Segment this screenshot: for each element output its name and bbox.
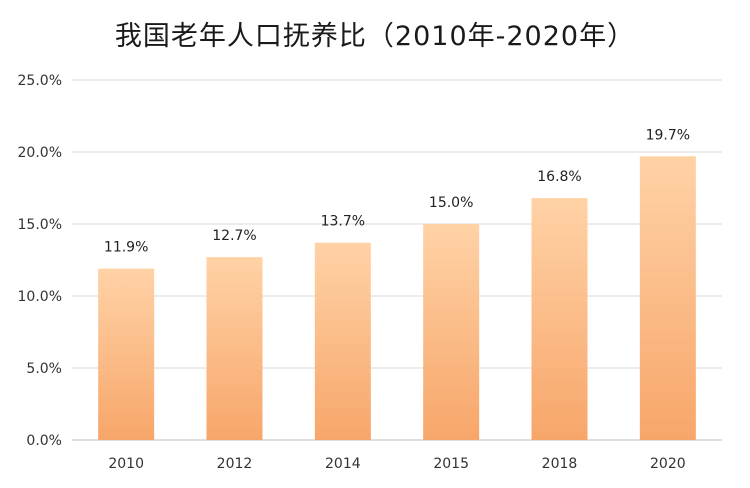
x-tick-label: 2014	[325, 456, 361, 472]
x-tick-label: 2015	[433, 456, 469, 472]
data-label-2020: 19.7%	[646, 127, 690, 143]
y-tick-label: 25.0%	[18, 73, 62, 89]
data-label-2018: 16.8%	[537, 169, 581, 185]
x-tick-label: 2010	[108, 456, 144, 472]
bar-2018	[531, 198, 588, 440]
x-tick-label: 2018	[542, 456, 578, 472]
x-axis-ticks: 2010 2012 2014 2015 2018 2020	[108, 456, 685, 472]
data-label-2014: 13.7%	[321, 214, 365, 230]
y-tick-label: 20.0%	[18, 145, 62, 161]
bar-2020	[639, 156, 696, 440]
data-labels: 11.9% 12.7% 13.7% 15.0% 16.8% 19.7%	[104, 127, 690, 255]
y-tick-label: 15.0%	[18, 217, 62, 233]
data-label-2015: 15.0%	[429, 195, 473, 211]
bar-2012	[206, 257, 263, 440]
bar-2010	[98, 268, 155, 440]
data-label-2010: 11.9%	[104, 240, 148, 256]
y-axis-ticks: 0.0% 5.0% 10.0% 15.0% 20.0% 25.0%	[18, 73, 62, 449]
y-tick-label: 0.0%	[26, 433, 62, 449]
chart-title: 我国老年人口抚养比（2010年-2020年）	[114, 21, 636, 52]
gridlines	[72, 79, 722, 441]
y-tick-label: 5.0%	[26, 361, 62, 377]
x-tick-label: 2020	[650, 456, 686, 472]
bars	[98, 156, 696, 440]
data-label-2012: 12.7%	[212, 228, 256, 244]
bar-2015	[423, 224, 480, 440]
bar-2014	[314, 242, 371, 440]
x-tick-label: 2012	[217, 456, 253, 472]
y-tick-label: 10.0%	[18, 289, 62, 305]
